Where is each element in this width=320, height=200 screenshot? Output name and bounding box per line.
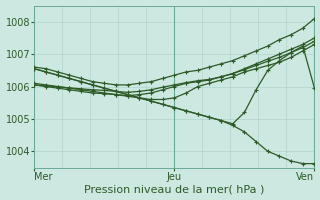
X-axis label: Pression niveau de la mer( hPa ): Pression niveau de la mer( hPa ) (84, 184, 265, 194)
